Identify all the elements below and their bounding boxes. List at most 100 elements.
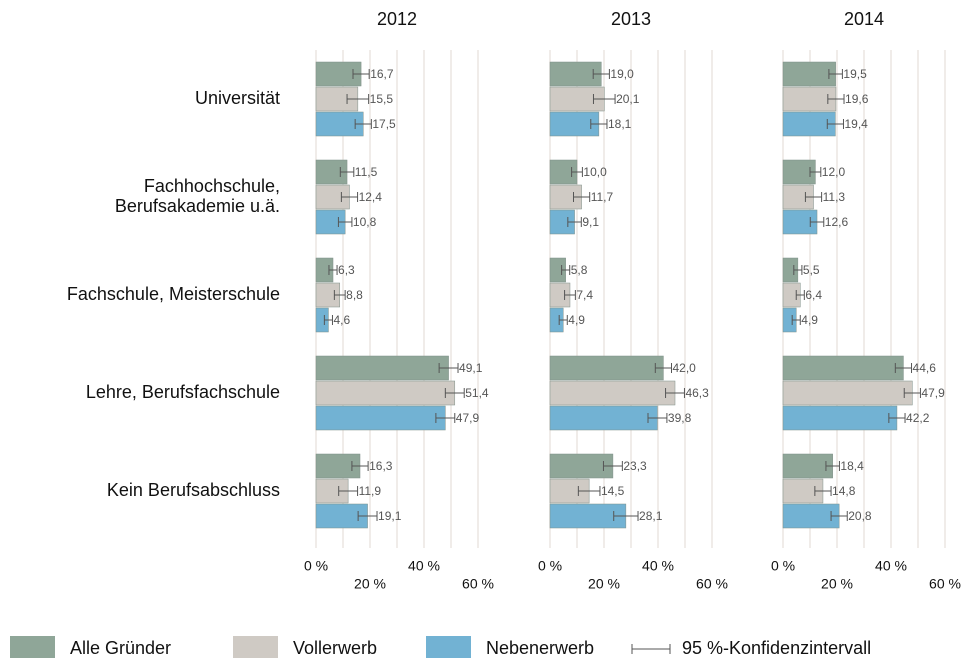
error-bar	[795, 290, 805, 300]
x-tick-label: 60 %	[462, 576, 494, 592]
value-label: 19,4	[844, 117, 868, 131]
x-tick-label: 0 %	[771, 558, 795, 574]
error-bar	[340, 192, 359, 202]
bar	[782, 380, 913, 406]
error-bar	[602, 461, 623, 471]
value-label: 10,8	[353, 215, 377, 229]
bar	[549, 380, 676, 406]
legend-label: Vollerwerb	[293, 638, 377, 658]
legend-label: Alle Gründer	[70, 638, 171, 658]
legend-swatch	[10, 636, 55, 658]
value-label: 46,3	[685, 386, 709, 400]
error-bar	[814, 486, 832, 496]
error-bar	[558, 315, 568, 325]
value-label: 14,5	[601, 484, 625, 498]
error-bar	[438, 363, 459, 373]
error-bar	[354, 119, 372, 129]
category-label: Fachschule, Meisterschule	[67, 284, 280, 304]
value-label: 42,2	[906, 411, 930, 425]
value-label: 16,7	[370, 67, 394, 81]
value-label: 18,1	[608, 117, 632, 131]
value-label: 4,9	[568, 313, 585, 327]
x-tick-label: 60 %	[696, 576, 728, 592]
value-label: 19,5	[843, 67, 867, 81]
error-bar	[333, 290, 346, 300]
value-label: 49,1	[459, 361, 483, 375]
error-bar	[830, 511, 848, 521]
error-bar	[352, 69, 370, 79]
error-bar	[592, 69, 610, 79]
error-bar	[791, 315, 801, 325]
value-label: 12,6	[825, 215, 849, 229]
value-label: 10,0	[583, 165, 607, 179]
value-label: 12,0	[822, 165, 846, 179]
x-tick-label: 60 %	[929, 576, 961, 592]
error-bar	[804, 192, 823, 202]
error-bar	[577, 486, 601, 496]
error-bar	[435, 413, 456, 423]
value-label: 14,8	[832, 484, 856, 498]
bar	[315, 380, 456, 406]
error-bar	[613, 511, 639, 521]
error-bar	[572, 192, 591, 202]
error-bar	[793, 265, 803, 275]
value-label: 19,1	[378, 509, 402, 523]
value-label: 12,4	[359, 190, 383, 204]
category-label: Fachhochschule,	[144, 176, 280, 196]
category-label: Kein Berufsabschluss	[107, 480, 280, 500]
error-bar	[346, 94, 370, 104]
value-label: 11,5	[355, 165, 378, 179]
x-tick-label: 40 %	[875, 558, 907, 574]
x-tick-label: 40 %	[642, 558, 674, 574]
error-bar	[647, 413, 668, 423]
category-label: Universität	[195, 88, 280, 108]
value-label: 19,6	[845, 92, 869, 106]
legend-ci-symbol	[631, 644, 671, 654]
error-bar	[444, 388, 465, 398]
error-bar	[337, 217, 353, 227]
value-label: 18,4	[840, 459, 864, 473]
error-bar	[825, 461, 840, 471]
error-bar	[665, 388, 685, 398]
bar	[315, 355, 449, 381]
value-label: 5,8	[571, 263, 588, 277]
error-bar	[827, 94, 845, 104]
value-label: 6,4	[805, 288, 822, 302]
value-label: 20,1	[616, 92, 640, 106]
panel-title: 2012	[377, 9, 417, 29]
value-label: 15,5	[370, 92, 394, 106]
bar	[782, 355, 904, 381]
error-bar	[564, 290, 576, 300]
error-bar	[826, 119, 844, 129]
value-label: 17,5	[372, 117, 396, 131]
bar	[315, 405, 446, 431]
error-bar	[328, 265, 338, 275]
legend-label: Nebenerwerb	[486, 638, 594, 658]
legend-swatch	[426, 636, 471, 658]
value-label: 11,9	[359, 484, 382, 498]
value-label: 51,4	[465, 386, 489, 400]
x-tick-label: 20 %	[588, 576, 620, 592]
error-bar	[351, 461, 369, 471]
x-tick-label: 20 %	[354, 576, 386, 592]
bar	[782, 61, 836, 87]
value-label: 7,4	[576, 288, 593, 302]
bar	[549, 453, 614, 479]
error-bar	[339, 167, 355, 177]
error-bar	[888, 413, 906, 423]
error-bar	[338, 486, 359, 496]
value-label: 16,3	[369, 459, 393, 473]
error-bar	[809, 167, 822, 177]
x-tick-label: 40 %	[408, 558, 440, 574]
error-bar	[571, 167, 583, 177]
error-bar	[809, 217, 825, 227]
value-label: 5,5	[803, 263, 820, 277]
value-label: 11,3	[823, 190, 846, 204]
panel-title: 2013	[611, 9, 651, 29]
value-label: 9,1	[582, 215, 599, 229]
bar	[782, 405, 898, 431]
category-label: Berufsakademie u.ä.	[115, 196, 280, 216]
bar	[549, 355, 664, 381]
x-tick-label: 0 %	[538, 558, 562, 574]
